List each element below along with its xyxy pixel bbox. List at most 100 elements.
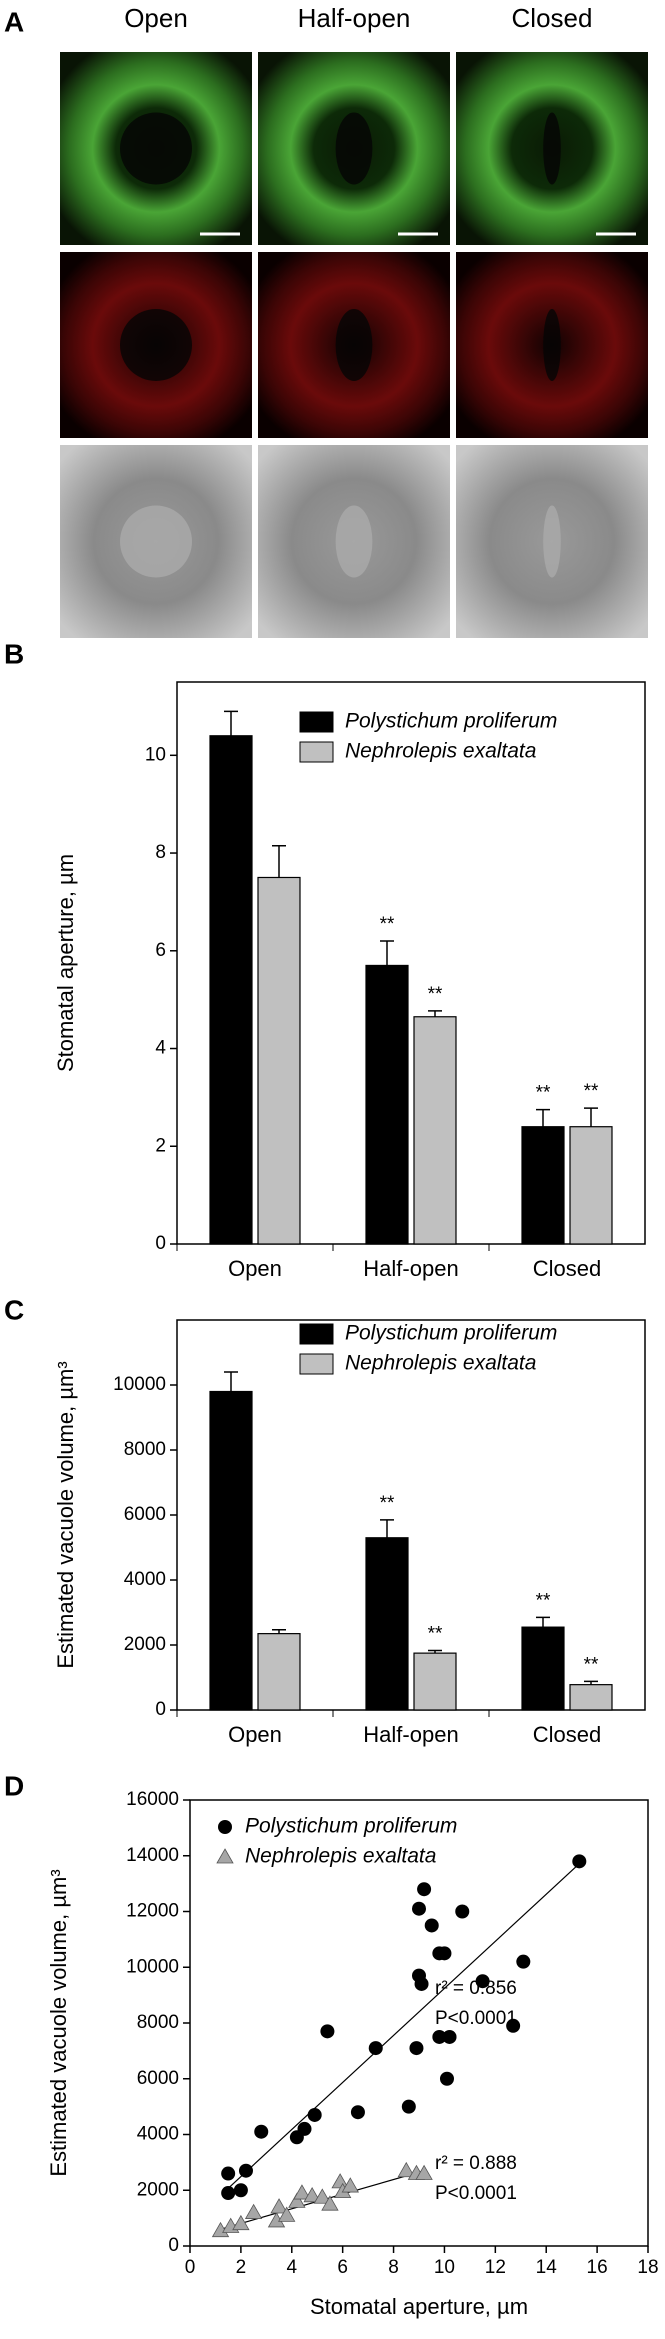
bar [413, 1652, 457, 1711]
data-point [277, 2206, 296, 2222]
y-axis-label: Stomatal aperture, µm [53, 854, 78, 1072]
significance-label: ** [536, 1083, 551, 1104]
fit-line [222, 1860, 583, 2194]
data-point [307, 2107, 322, 2122]
column-label: Open [124, 3, 188, 33]
legend-label: Polystichum proliferum [345, 1322, 557, 1345]
y-tick-label: 0 [155, 1699, 166, 1720]
legend-label: Nephrolepis exaltata [345, 740, 536, 763]
data-point [244, 2203, 263, 2219]
y-tick-label: 14000 [126, 1845, 179, 1866]
data-point [442, 2029, 457, 2044]
data-point [254, 2124, 269, 2139]
error-bar [584, 1680, 598, 1685]
x-tick-label: 16 [587, 2257, 608, 2278]
error-bar [536, 1616, 550, 1628]
data-point [232, 2214, 250, 2231]
data-point [303, 2187, 321, 2203]
data-point [297, 2121, 312, 2136]
error-bar [224, 710, 238, 736]
y-tick-label: 10000 [113, 1374, 166, 1395]
annotation: r² = 0.856 [435, 1978, 517, 1999]
y-tick-label: 2000 [124, 1634, 166, 1655]
data-point [401, 2099, 416, 2114]
significance-label: ** [380, 914, 395, 935]
data-point [221, 2166, 236, 2181]
y-tick-label: 0 [155, 1233, 166, 1254]
data-point [221, 2186, 236, 2201]
y-tick-label: 8000 [124, 1439, 166, 1460]
legend-marker [218, 1820, 232, 1834]
error-bar [584, 1107, 598, 1127]
bar [257, 876, 301, 1245]
significance-label: ** [536, 1590, 551, 1611]
stoma-pore [120, 309, 192, 381]
column-label: Closed [512, 3, 593, 33]
stoma-pore [543, 112, 561, 185]
bar [569, 1684, 613, 1711]
data-point [350, 2105, 365, 2120]
bar [521, 1626, 565, 1711]
data-point [233, 2183, 248, 2198]
legend-label: Nephrolepis exaltata [245, 1845, 436, 1868]
bar [569, 1126, 613, 1245]
data-point [437, 1946, 452, 1961]
data-point [415, 2164, 433, 2180]
x-tick-label: Half-open [363, 1722, 458, 1747]
x-tick-label: 14 [536, 2257, 558, 2278]
significance-label: ** [428, 984, 443, 1005]
data-point [412, 1901, 426, 1916]
data-point [238, 2163, 253, 2178]
legend-label: Polystichum proliferum [245, 1815, 457, 1838]
data-point [516, 1954, 531, 1969]
significance-label: ** [428, 1624, 443, 1645]
error-bar [428, 1010, 442, 1017]
significance-label: ** [380, 1493, 395, 1514]
bar [413, 1016, 457, 1245]
legend-swatch [299, 1353, 334, 1375]
data-point [293, 2184, 311, 2200]
panel-label: C [4, 1294, 24, 1325]
stoma-pore [120, 505, 192, 578]
data-point [313, 2188, 332, 2204]
x-tick-label: Closed [533, 1722, 601, 1747]
y-tick-label: 4 [155, 1038, 166, 1059]
y-tick-label: 6 [155, 940, 166, 961]
data-point [397, 2161, 415, 2178]
y-tick-label: 10000 [126, 1956, 179, 1977]
panel-label: D [4, 1770, 24, 1801]
x-tick-label: 2 [236, 2257, 247, 2278]
y-tick-label: 4000 [124, 1569, 166, 1590]
annotation: r² = 0.888 [435, 2153, 517, 2174]
error-bar [272, 1628, 286, 1634]
data-point [455, 1904, 470, 1919]
bar [365, 964, 409, 1245]
data-point [439, 2071, 454, 2086]
stoma-pore [543, 505, 561, 578]
y-tick-label: 8 [155, 842, 166, 863]
x-tick-label: Open [228, 1722, 282, 1747]
error-bar [272, 844, 286, 878]
data-point [475, 1974, 490, 1989]
y-tick-label: 8000 [137, 2012, 179, 2033]
bar [257, 1633, 301, 1711]
bar [365, 1537, 409, 1711]
significance-label: ** [584, 1654, 599, 1675]
legend-swatch [299, 1323, 334, 1345]
x-tick-label: Half-open [363, 1256, 458, 1281]
stoma-pore [543, 309, 561, 381]
x-tick-label: 8 [388, 2257, 399, 2278]
error-bar [428, 1649, 442, 1654]
x-tick-label: 10 [434, 2257, 455, 2278]
x-tick-label: 4 [286, 2257, 297, 2278]
data-point [270, 2198, 288, 2214]
x-tick-label: Open [228, 1256, 282, 1281]
column-label: Half-open [298, 3, 411, 33]
error-bar [224, 1371, 238, 1392]
data-point [572, 1854, 587, 1869]
y-tick-label: 10 [145, 744, 166, 765]
bar [209, 735, 253, 1245]
stoma-pore [335, 309, 373, 381]
